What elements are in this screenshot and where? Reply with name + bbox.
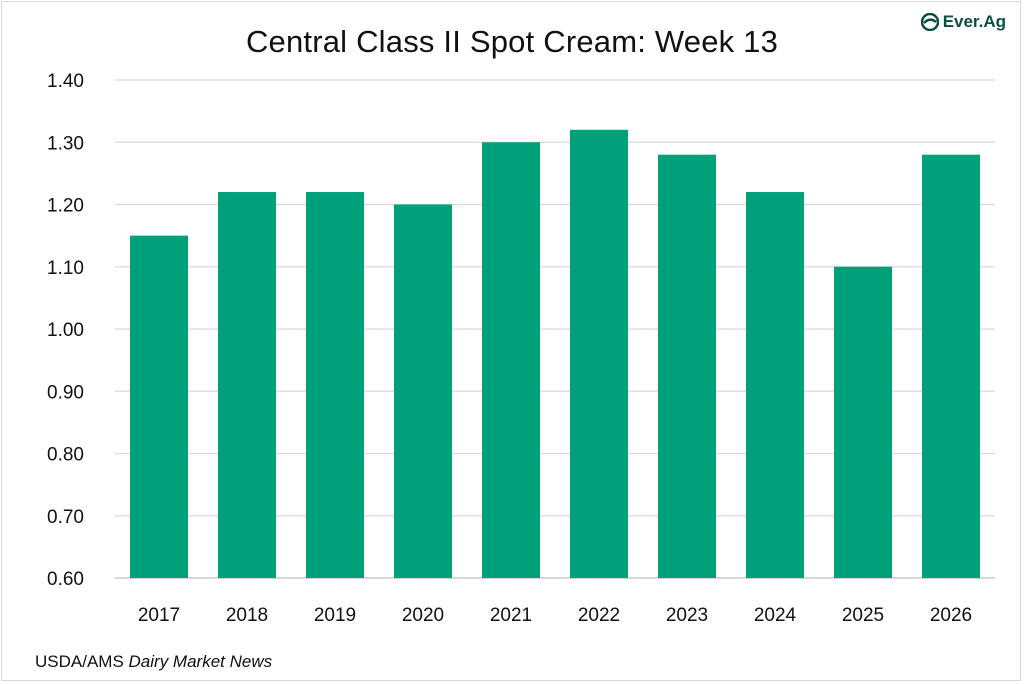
ever-ag-logo-icon [920, 13, 939, 31]
chart-title: Central Class II Spot Cream: Week 13 [245, 24, 779, 59]
brand-name: Ever.Ag [942, 12, 1006, 31]
source-publication: Dairy Market News [128, 652, 273, 671]
brand-logo: Ever.Ag [920, 12, 1006, 32]
source-prefix: USDA/AMS [35, 652, 129, 671]
source-note: USDA/AMS Dairy Market News [35, 652, 272, 672]
